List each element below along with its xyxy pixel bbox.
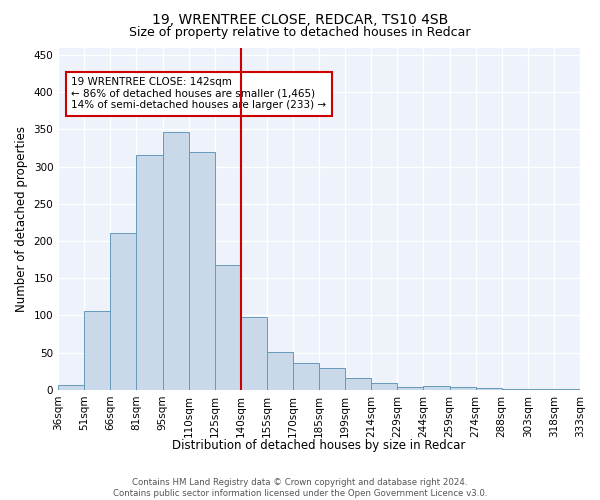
Bar xyxy=(319,368,345,390)
Bar xyxy=(554,389,580,390)
Bar xyxy=(345,378,371,390)
Text: Contains HM Land Registry data © Crown copyright and database right 2024.
Contai: Contains HM Land Registry data © Crown c… xyxy=(113,478,487,498)
Bar xyxy=(84,311,110,390)
Bar xyxy=(188,152,215,390)
Bar xyxy=(449,387,476,390)
Bar xyxy=(215,264,241,390)
Text: 19 WRENTREE CLOSE: 142sqm
← 86% of detached houses are smaller (1,465)
14% of se: 19 WRENTREE CLOSE: 142sqm ← 86% of detac… xyxy=(71,78,326,110)
Bar xyxy=(371,383,397,390)
Text: Size of property relative to detached houses in Redcar: Size of property relative to detached ho… xyxy=(129,26,471,39)
Bar xyxy=(241,317,267,390)
Bar xyxy=(267,352,293,390)
Bar xyxy=(397,387,424,390)
Bar xyxy=(528,389,554,390)
Bar xyxy=(293,363,319,390)
Bar xyxy=(58,384,84,390)
Bar xyxy=(110,233,136,390)
Bar xyxy=(424,386,449,390)
Bar xyxy=(502,389,528,390)
Y-axis label: Number of detached properties: Number of detached properties xyxy=(15,126,28,312)
Bar xyxy=(136,154,163,390)
Bar xyxy=(476,388,502,390)
X-axis label: Distribution of detached houses by size in Redcar: Distribution of detached houses by size … xyxy=(172,440,466,452)
Bar xyxy=(163,132,188,390)
Text: 19, WRENTREE CLOSE, REDCAR, TS10 4SB: 19, WRENTREE CLOSE, REDCAR, TS10 4SB xyxy=(152,12,448,26)
